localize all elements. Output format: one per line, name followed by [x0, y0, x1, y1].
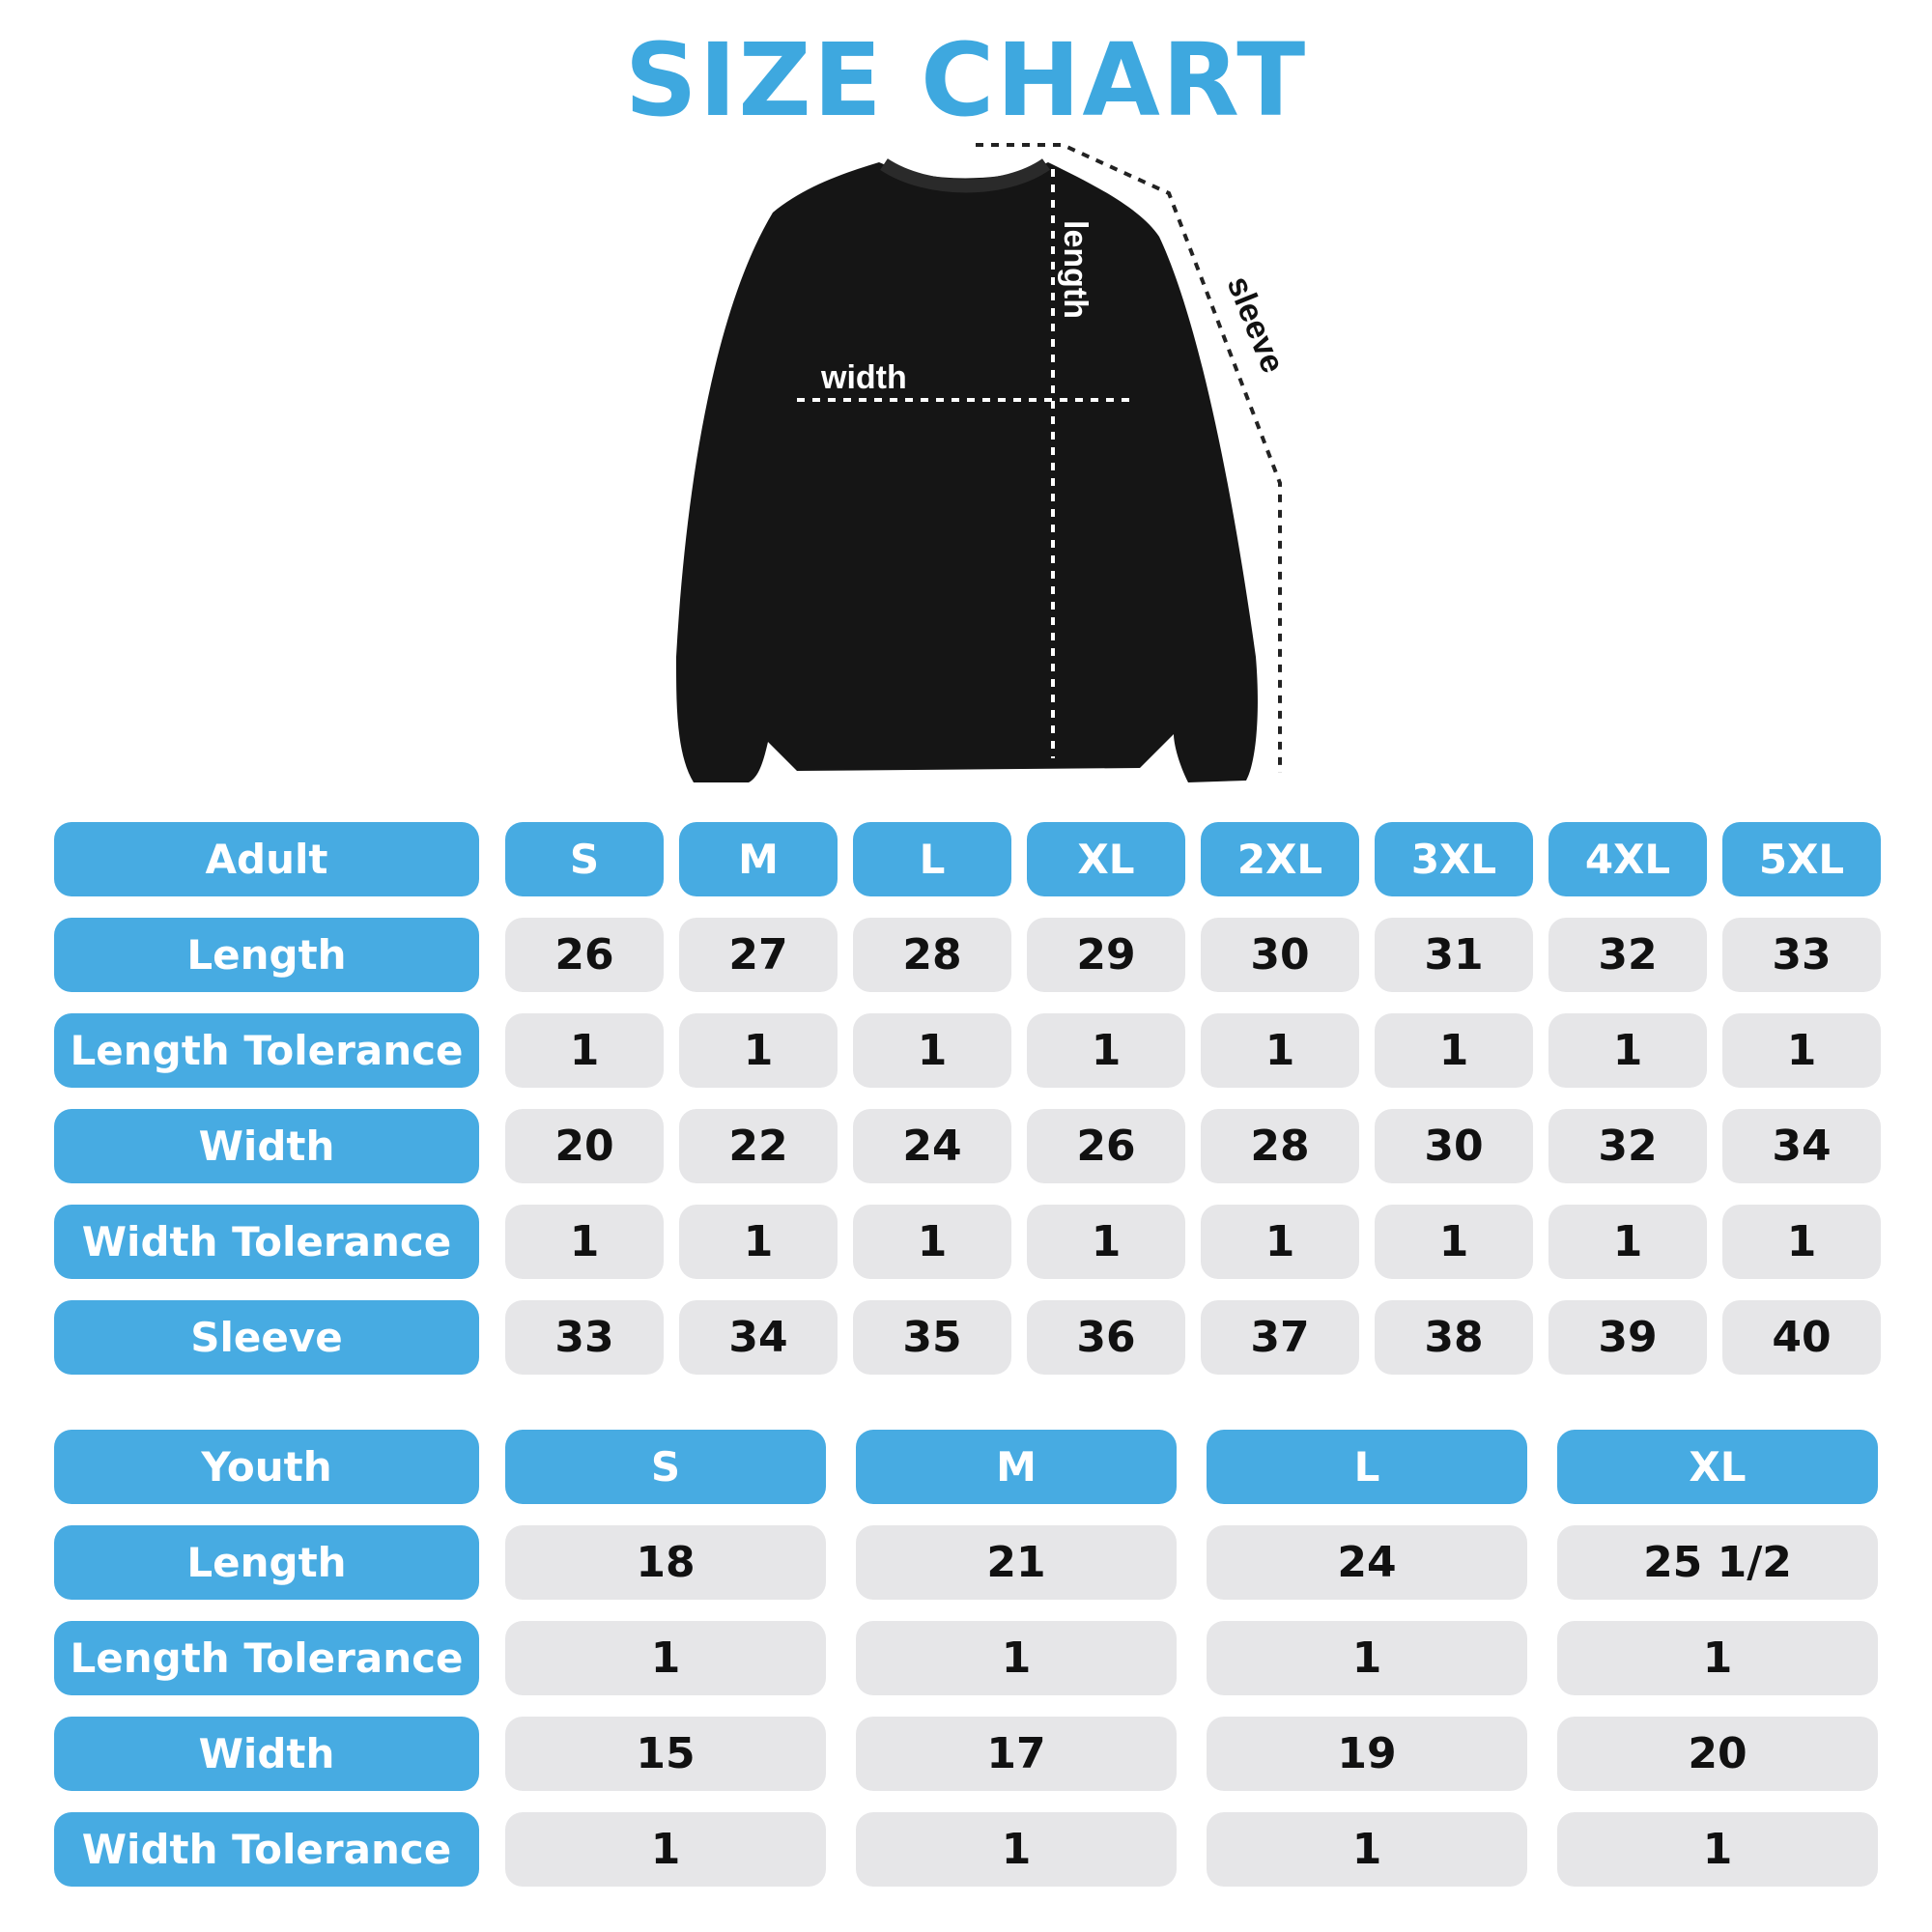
- table-cell: 1: [679, 1013, 838, 1088]
- table-cell: 1: [1027, 1205, 1185, 1279]
- table-cell: 1: [1201, 1013, 1359, 1088]
- table-cell: 24: [853, 1109, 1011, 1183]
- row-label: Width Tolerance: [54, 1205, 479, 1279]
- table-cell: 1: [1557, 1621, 1878, 1695]
- table-cell: 32: [1548, 918, 1707, 992]
- table-cell: 19: [1207, 1717, 1527, 1791]
- table-cell: 33: [505, 1300, 664, 1375]
- table-cell: 24: [1207, 1525, 1527, 1600]
- table-cell: 1: [1027, 1013, 1185, 1088]
- table-cell: 1: [853, 1013, 1011, 1088]
- row-label: Length Tolerance: [54, 1013, 479, 1088]
- size-header-3xl: 3XL: [1375, 822, 1533, 896]
- sweater-image: [676, 162, 1258, 782]
- table-cell: 39: [1548, 1300, 1707, 1375]
- width-label: width: [820, 359, 907, 396]
- table-cell: 38: [1375, 1300, 1533, 1375]
- row-label: Length: [54, 918, 479, 992]
- size-header-s: S: [505, 822, 664, 896]
- table-cell: 27: [679, 918, 838, 992]
- table-cell: 29: [1027, 918, 1185, 992]
- size-header-l: L: [1207, 1430, 1527, 1504]
- table-cell: 1: [1375, 1013, 1533, 1088]
- table-cell: 1: [856, 1812, 1177, 1887]
- page-title: SIZE CHART: [624, 21, 1308, 139]
- table-cell: 33: [1722, 918, 1881, 992]
- size-header-5xl: 5XL: [1722, 822, 1881, 896]
- table-cell: 1: [505, 1205, 664, 1279]
- table-cell: 1: [1207, 1812, 1527, 1887]
- table-cell: 1: [1207, 1621, 1527, 1695]
- table-cell: 34: [679, 1300, 838, 1375]
- size-header-l: L: [853, 822, 1011, 896]
- size-header-s: S: [505, 1430, 826, 1504]
- table-cell: 37: [1201, 1300, 1359, 1375]
- table-cell: 28: [853, 918, 1011, 992]
- table-cell: 1: [1201, 1205, 1359, 1279]
- length-label: length: [1057, 220, 1094, 319]
- table-cell: 1: [1375, 1205, 1533, 1279]
- row-label: Width: [54, 1109, 479, 1183]
- size-header-4xl: 4XL: [1548, 822, 1707, 896]
- table-cell: 1: [1722, 1013, 1881, 1088]
- size-header-2xl: 2XL: [1201, 822, 1359, 896]
- youth-header-label: Youth: [54, 1430, 479, 1504]
- table-cell: 1: [853, 1205, 1011, 1279]
- table-cell: 22: [679, 1109, 838, 1183]
- sleeve-label: sleeve: [1220, 271, 1292, 379]
- table-cell: 30: [1375, 1109, 1533, 1183]
- table-cell: 20: [505, 1109, 664, 1183]
- table-cell: 20: [1557, 1717, 1878, 1791]
- table-cell: 40: [1722, 1300, 1881, 1375]
- table-cell: 21: [856, 1525, 1177, 1600]
- table-cell: 26: [505, 918, 664, 992]
- table-cell: 1: [505, 1812, 826, 1887]
- table-cell: 25 1/2: [1557, 1525, 1878, 1600]
- row-label: Length: [54, 1525, 479, 1600]
- row-label: Width: [54, 1717, 479, 1791]
- table-cell: 30: [1201, 918, 1359, 992]
- table-cell: 1: [856, 1621, 1177, 1695]
- table-cell: 1: [1722, 1205, 1881, 1279]
- row-label: Sleeve: [54, 1300, 479, 1375]
- table-cell: 35: [853, 1300, 1011, 1375]
- table-cell: 1: [1548, 1205, 1707, 1279]
- size-header-m: M: [679, 822, 838, 896]
- sweater-diagram: width length sleeve: [676, 143, 1292, 782]
- table-cell: 32: [1548, 1109, 1707, 1183]
- size-header-xl: XL: [1027, 822, 1185, 896]
- table-cell: 1: [1557, 1812, 1878, 1887]
- sleeve-line: [976, 143, 1282, 773]
- table-cell: 34: [1722, 1109, 1881, 1183]
- size-header-xl: XL: [1557, 1430, 1878, 1504]
- size-header-m: M: [856, 1430, 1177, 1504]
- table-cell: 1: [679, 1205, 838, 1279]
- table-cell: 1: [505, 1621, 826, 1695]
- table-cell: 1: [1548, 1013, 1707, 1088]
- table-cell: 1: [505, 1013, 664, 1088]
- table-cell: 15: [505, 1717, 826, 1791]
- table-cell: 18: [505, 1525, 826, 1600]
- table-cell: 26: [1027, 1109, 1185, 1183]
- table-cell: 36: [1027, 1300, 1185, 1375]
- table-cell: 31: [1375, 918, 1533, 992]
- sweater-collar: [880, 158, 1051, 193]
- row-label: Width Tolerance: [54, 1812, 479, 1887]
- table-cell: 28: [1201, 1109, 1359, 1183]
- row-label: Length Tolerance: [54, 1621, 479, 1695]
- adult-header-label: Adult: [54, 822, 479, 896]
- table-cell: 17: [856, 1717, 1177, 1791]
